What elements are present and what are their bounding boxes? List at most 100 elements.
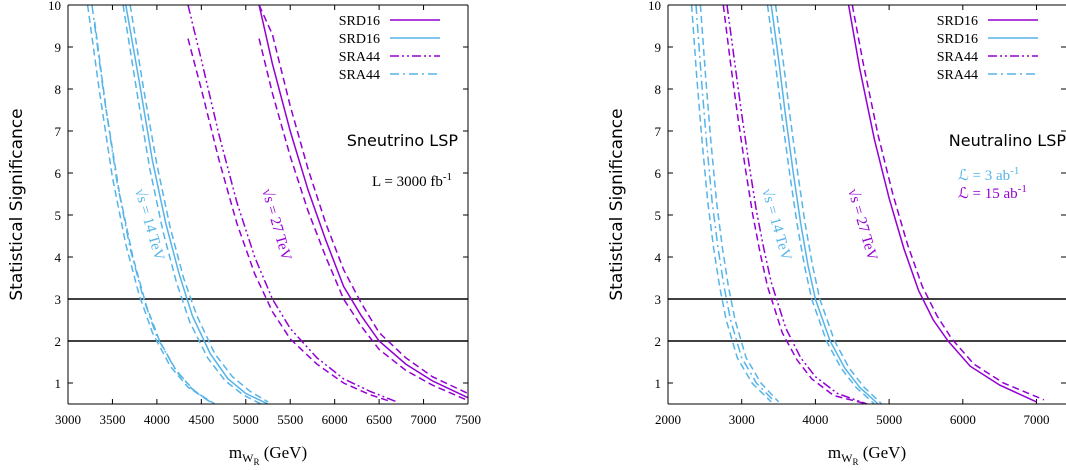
- legend-label-4: SRA44: [937, 68, 978, 83]
- y-tick-label: 7: [55, 124, 62, 139]
- y-tick-label: 1: [55, 376, 62, 391]
- legend-label-2: SRD16: [339, 32, 380, 47]
- legend-label-3: SRA44: [339, 50, 380, 65]
- y-tick-label: 5: [55, 208, 62, 223]
- lsp-annotation: Sneutrino LSP: [347, 131, 459, 150]
- series-line-2: [258, 5, 468, 395]
- legend-label-4: SRA44: [339, 68, 380, 83]
- svg-text:√s = 27 TeV: √s = 27 TeV: [258, 187, 294, 263]
- y-tick-label: 5: [655, 208, 662, 223]
- x-tick-label: 7000: [411, 412, 437, 427]
- chart-panel-2: 2000 3000 4000 5000 6000 7000 1 2 3 4 5 6 7 8 9 10 mWR (…: [607, 0, 1066, 467]
- y-tick-label: 10: [648, 0, 661, 13]
- chart-panel-1: 3000 3500 4000 4500 5000 5500 6000 6500 7000 7500…: [7, 0, 481, 467]
- energy-text: s = 27 TeV: [846, 195, 880, 263]
- x-tick-label: 4000: [802, 412, 828, 427]
- luminosity-sup: -1: [443, 171, 452, 183]
- x-tick-label: 3000: [729, 412, 755, 427]
- series-line-1: [258, 5, 468, 399]
- series-line-6: [774, 5, 883, 404]
- x-tick-label: 5000: [233, 412, 259, 427]
- series-line-7: [766, 5, 875, 404]
- y-axis-label: Statistical Significance: [7, 108, 27, 300]
- series-line-1: [847, 5, 1037, 403]
- x-tick-label: 6000: [322, 412, 348, 427]
- y-tick-label: 8: [55, 82, 62, 97]
- y-tick-label: 10: [48, 0, 61, 13]
- x-axis-label-subsub: R: [253, 457, 259, 467]
- energy-text: s = 27 TeV: [260, 195, 294, 263]
- luminosity-label-1: ℒ = 3 ab-1: [958, 165, 1019, 184]
- series-line-2: [851, 5, 1045, 401]
- legend-label-2: SRD16: [937, 32, 978, 47]
- y-tick-label: 4: [655, 250, 662, 265]
- energy-label-2: √s = 27 TeV: [258, 187, 294, 263]
- y-tick-label: 7: [655, 124, 662, 139]
- x-axis-label-subsub: R: [852, 457, 858, 467]
- series-line-8: [122, 5, 262, 404]
- y-axis-label: Statistical Significance: [607, 108, 627, 300]
- series-group: [86, 5, 468, 404]
- series-line-4: [722, 5, 868, 404]
- luminosity-text: L = 3000 fb: [372, 174, 443, 190]
- series-line-7: [129, 5, 269, 403]
- series-line-6: [125, 5, 269, 404]
- series-group: [690, 5, 1045, 404]
- x-tick-label: 3500: [99, 412, 125, 427]
- svg-text:√s = 14 TeV: √s = 14 TeV: [758, 187, 794, 263]
- x-axis-label-sub: W: [841, 451, 853, 465]
- x-tick-label: 6000: [950, 412, 976, 427]
- y-tick-label: 6: [655, 166, 662, 181]
- x-tick-label: 5500: [277, 412, 303, 427]
- y-tick-label: 8: [655, 82, 662, 97]
- series-line-10: [86, 5, 211, 403]
- legend-label-3: SRA44: [937, 50, 978, 65]
- y-tick-label: 3: [55, 292, 62, 307]
- y-tick-label: 9: [655, 40, 662, 55]
- luminosity-sup: -1: [1018, 183, 1027, 195]
- series-line-8: [695, 5, 776, 403]
- x-axis-label-unit: (GeV): [259, 443, 307, 462]
- x-tick-label: 7500: [455, 412, 481, 427]
- x-tick-label: 3000: [55, 412, 81, 427]
- x-axis-label: mWR (GeV): [229, 443, 307, 467]
- x-tick-label: 5000: [876, 412, 902, 427]
- x-tick-label: 7000: [1024, 412, 1050, 427]
- x-tick-label: 4500: [188, 412, 214, 427]
- y-tick-label: 9: [55, 40, 62, 55]
- series-line-3: [726, 5, 868, 404]
- luminosity-text: ℒ = 3 ab: [958, 168, 1010, 184]
- svg-text:√s = 27 TeV: √s = 27 TeV: [844, 187, 880, 263]
- lsp-annotation: Neutralino LSP: [949, 131, 1066, 150]
- x-axis-label-unit: (GeV): [858, 443, 906, 462]
- luminosity-label-2: ℒ = 15 ab-1: [958, 183, 1027, 202]
- x-axis-label-main: m: [229, 443, 242, 462]
- luminosity-sup: -1: [1010, 165, 1019, 177]
- x-tick-label: 2000: [655, 412, 681, 427]
- series-line-10: [699, 5, 780, 403]
- luminosity-label: L = 3000 fb-1: [372, 171, 452, 190]
- series-line-5: [187, 38, 389, 402]
- legend-label-1: SRD16: [937, 14, 978, 29]
- series-line-3: [258, 38, 468, 402]
- y-tick-label: 1: [655, 376, 662, 391]
- x-tick-label: 4000: [144, 412, 170, 427]
- x-axis-label: mWR (GeV): [828, 443, 906, 467]
- y-tick-label: 4: [55, 250, 62, 265]
- x-axis-label-sub: W: [242, 451, 254, 465]
- y-tick-label: 6: [55, 166, 62, 181]
- y-tick-label: 2: [55, 334, 62, 349]
- y-tick-label: 2: [655, 334, 662, 349]
- series-line-11: [93, 21, 216, 404]
- x-axis-label-main: m: [828, 443, 841, 462]
- series-line-4: [187, 5, 398, 403]
- x-tick-label: 6500: [366, 412, 392, 427]
- series-line-5: [770, 5, 879, 404]
- energy-text: s = 14 TeV: [760, 195, 794, 263]
- series-line-9: [690, 5, 772, 403]
- legend-label-1: SRD16: [339, 14, 380, 29]
- energy-label-2: √s = 27 TeV: [844, 187, 880, 263]
- y-tick-label: 3: [655, 292, 662, 307]
- energy-label-1: √s = 14 TeV: [758, 187, 794, 263]
